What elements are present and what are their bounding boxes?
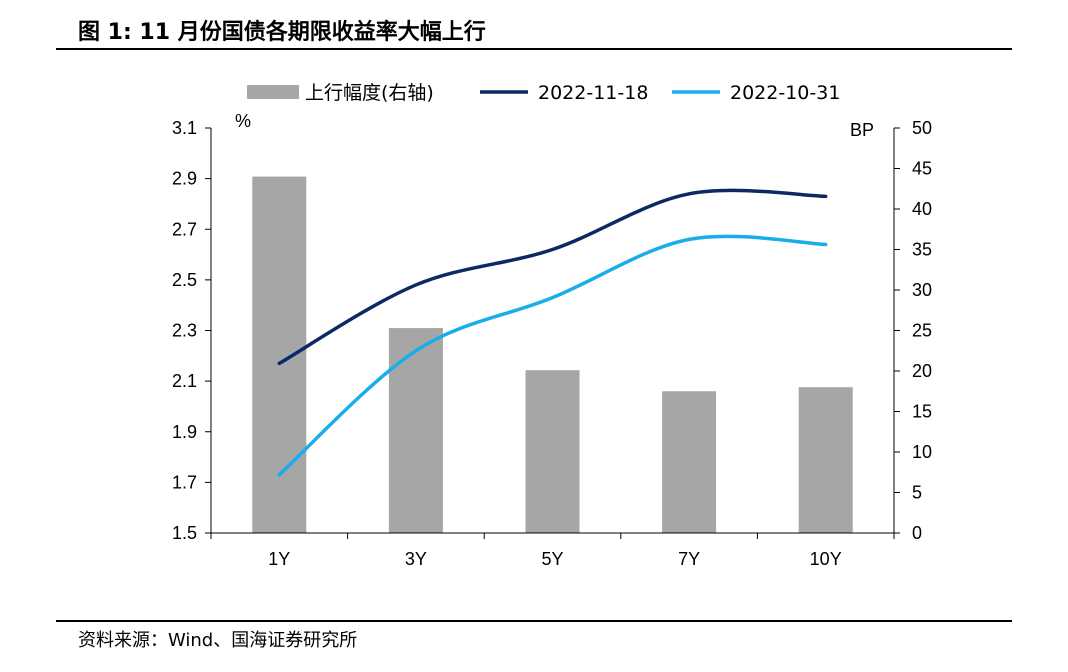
x-tick-label: 3Y [405,549,427,569]
left-tick-label: 3.1 [172,118,197,138]
x-tick-label: 10Y [810,549,842,569]
right-tick-label: 40 [912,199,932,219]
bar-3Y [388,328,443,533]
right-tick-label: 50 [912,118,932,138]
right-tick-label: 35 [912,240,932,260]
axes: 1.5 1.7 1.9 2.1 2.3 2.5 2.7 2.9 3.1 0 5 10 15 20 25 30 3… [172,111,932,569]
left-tick-label: 2.5 [172,270,197,290]
x-tick-label: 7Y [678,549,700,569]
left-tick-label: 1.5 [172,523,197,543]
left-tick-label: 2.1 [172,371,197,391]
left-tick-label: 1.7 [172,472,197,492]
line-2022-11-18 [277,188,828,366]
bar-10Y [798,387,853,533]
bar-1Y [252,176,307,533]
right-tick-label: 30 [912,280,932,300]
right-tick-label: 20 [912,361,932,381]
bar-series [252,176,853,533]
line-series [277,188,828,477]
left-tick-label: 1.9 [172,422,197,442]
right-tick-label: 5 [912,483,922,503]
legend: 上行幅度(右轴) 2022-11-18 2022-10-31 [247,82,840,104]
bar-5Y [525,370,580,533]
top-rule [56,48,1012,50]
x-tick-label: 5Y [541,549,563,569]
left-tick-label: 2.3 [172,321,197,341]
left-tick-label: 2.7 [172,219,197,239]
legend-label: 2022-10-31 [730,82,840,104]
left-tick-label: 2.9 [172,169,197,189]
legend-swatch-bar [247,85,299,99]
legend-label: 2022-11-18 [538,82,648,104]
bar-7Y [662,391,717,533]
right-tick-label: 45 [912,159,932,179]
right-tick-label: 25 [912,321,932,341]
line-2022-10-31 [277,234,828,477]
left-axis-unit: % [235,111,251,131]
right-tick-label: 15 [912,402,932,422]
right-axis-unit: BP [850,120,874,140]
legend-label: 上行幅度(右轴) [305,82,434,104]
x-tick-label: 1Y [268,549,290,569]
figure-title: 图 1: 11 月份国债各期限收益率大幅上行 [78,20,486,45]
bottom-rule [56,620,1012,622]
right-tick-label: 0 [912,523,922,543]
right-tick-label: 10 [912,442,932,462]
source-note: 资料来源：Wind、国海证券研究所 [78,630,358,651]
